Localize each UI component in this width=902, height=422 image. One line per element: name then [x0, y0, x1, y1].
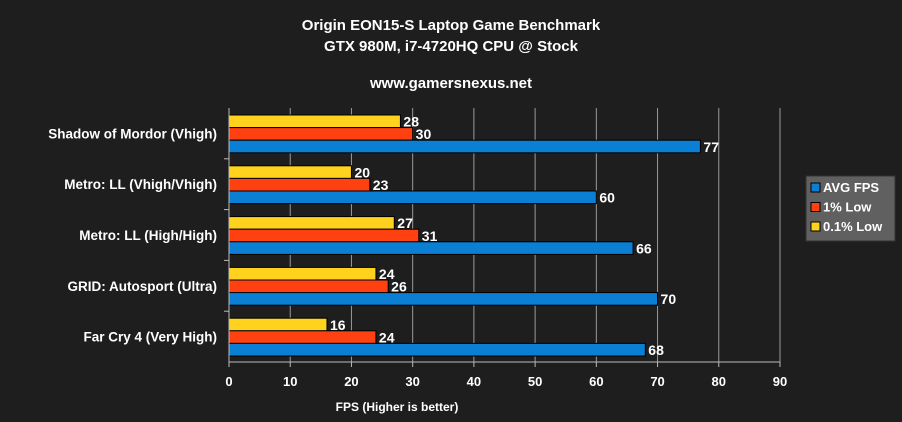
x-tick-label: 0 [225, 374, 232, 389]
bar-avg-fps [228, 139, 701, 154]
x-tick-label: 90 [773, 374, 787, 389]
category-label: GRID: Autosport (Ultra) [68, 279, 217, 294]
data-label: 16 [330, 317, 346, 333]
chart-source: www.gamersnexus.net [369, 75, 532, 92]
category-label: Far Cry 4 (Very High) [83, 330, 217, 345]
bar-0-1-low [228, 317, 328, 332]
x-axis-label: FPS (Higher is better) [336, 400, 459, 414]
data-label: 31 [422, 228, 438, 244]
legend-box [805, 175, 896, 242]
data-label: 30 [416, 126, 432, 142]
data-label: 28 [403, 114, 419, 130]
bar-1-low [228, 279, 389, 294]
x-tick-label: 50 [528, 374, 542, 389]
bar-avg-fps [228, 292, 659, 306]
x-tick-label: 10 [283, 374, 297, 389]
axes: 0 10 20 30 40 50 60 70 80 90 Shadow of Mordor (Vhi… [48, 108, 787, 389]
bar-avg-fps [228, 342, 646, 357]
data-label: 70 [661, 291, 677, 307]
data-label: 20 [354, 164, 370, 180]
x-tick-label: 20 [344, 374, 358, 389]
category-label: Metro: LL (Vhigh/Vhigh) [64, 177, 217, 192]
bar-1-low [228, 228, 420, 243]
data-label: 66 [636, 240, 652, 256]
bar-0-1-low [228, 266, 377, 281]
legend: AVG FPS 1% Low 0.1% Low [805, 175, 896, 242]
data-label: 24 [379, 329, 395, 345]
bar-0-1-low [228, 114, 401, 129]
legend-label: 0.1% Low [823, 219, 883, 234]
legend-swatch [810, 202, 821, 212]
legend-swatch [810, 182, 821, 193]
bar-1-low [228, 330, 377, 344]
legend-label: 1% Low [823, 200, 872, 215]
x-tick-label: 60 [589, 374, 603, 389]
data-label: 27 [397, 215, 413, 231]
data-label: 68 [648, 342, 664, 358]
bar-1-low [228, 127, 414, 141]
data-label: 77 [703, 139, 719, 155]
legend-swatch [810, 221, 821, 232]
category-label: Metro: LL (High/High) [79, 228, 217, 243]
data-label: 23 [373, 177, 389, 193]
chart-subtitle: GTX 980M, i7-4720HQ CPU @ Stock [324, 38, 579, 55]
chart-title: Origin EON15-S Laptop Game Benchmark [302, 17, 601, 34]
bar-avg-fps [228, 190, 597, 205]
category-label: Shadow of Mordor (Vhigh) [48, 126, 217, 141]
x-tick-label: 80 [712, 374, 726, 389]
x-tick-label: 40 [467, 374, 481, 389]
bar-avg-fps [228, 241, 634, 255]
bar-1-low [228, 177, 371, 192]
data-label: 26 [391, 279, 407, 295]
legend-label: AVG FPS [823, 180, 879, 195]
data-label: 60 [599, 190, 615, 206]
data-label: 24 [379, 266, 395, 282]
bar-0-1-low [228, 216, 395, 230]
bar-0-1-low [228, 165, 352, 179]
x-tick-label: 70 [650, 374, 664, 389]
x-tick-label: 30 [405, 374, 419, 389]
